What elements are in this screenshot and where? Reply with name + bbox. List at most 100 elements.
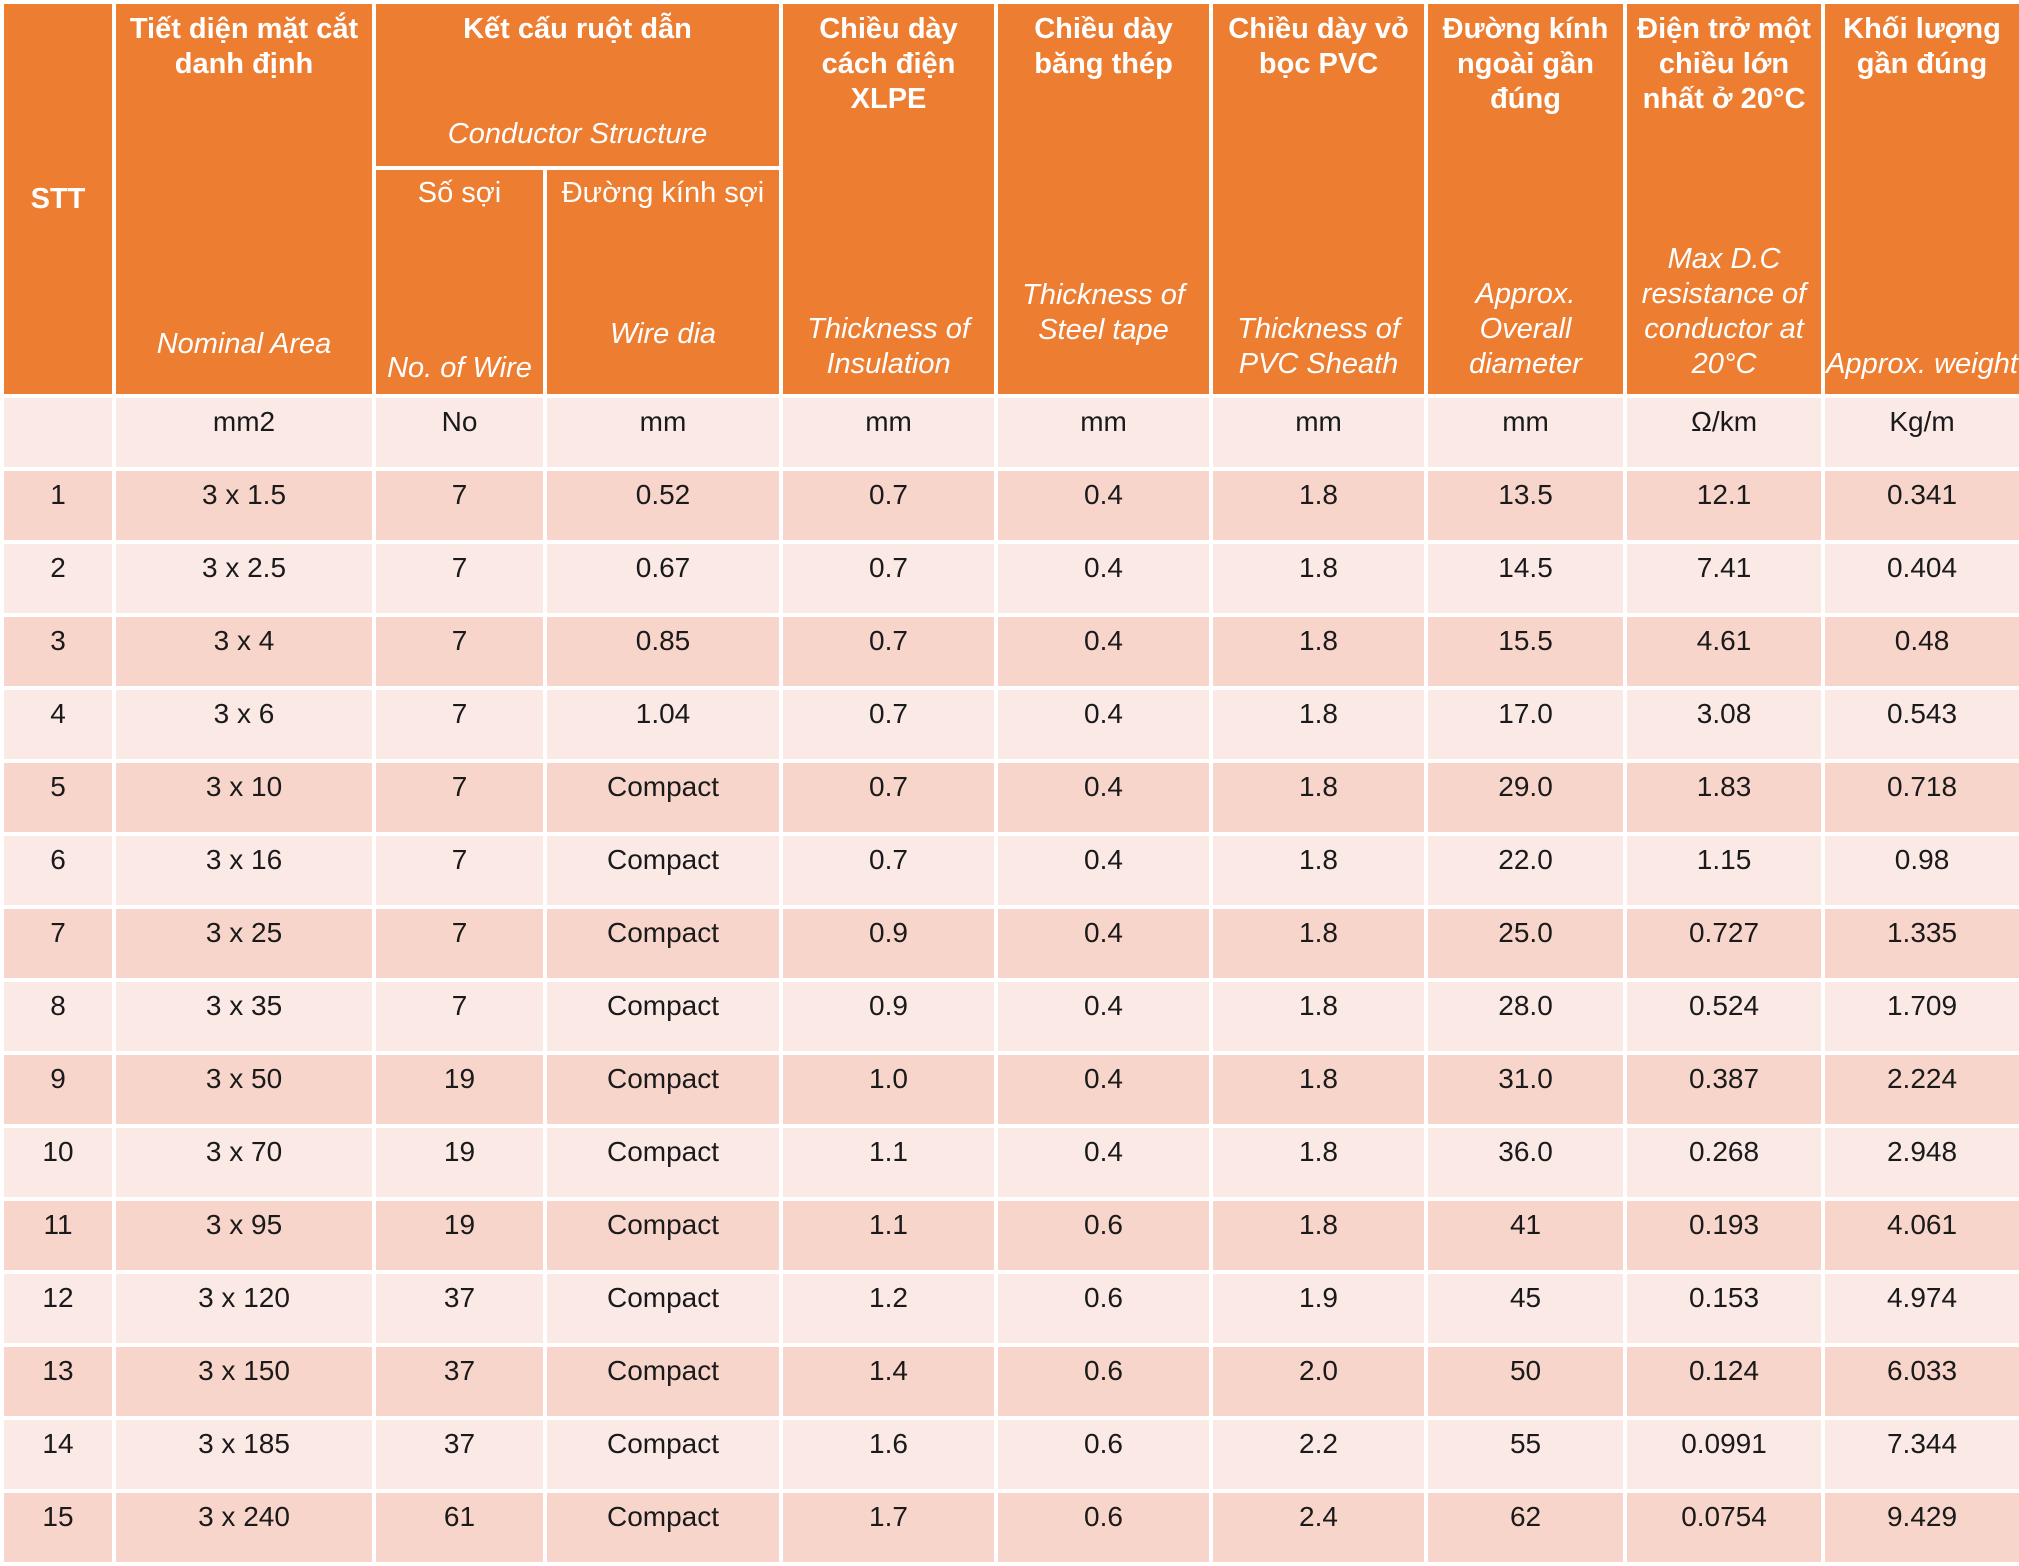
table-cell: 3 x 10 [112, 759, 376, 836]
header-row-2: Số sợi No. of Wire Đường kính sợi Wire d… [2, 166, 2019, 398]
header-overall-diameter: Đường kính ngoài gần đúng Approx. Overal… [1424, 0, 1628, 398]
table-cell: 0.4 [994, 467, 1214, 544]
table-row: 15 3 x 240 61 Compact 1.7 0.6 2.4 62 0.0754 9.429 [0, 1489, 2019, 1566]
table-cell: 7 [372, 540, 547, 617]
table-cell: 1.8 [1209, 686, 1429, 763]
unit-cell: mm [994, 394, 1214, 471]
table-cell: Compact [542, 1416, 784, 1493]
table-cell: 6 [0, 832, 116, 909]
table-cell: 0.7 [779, 540, 999, 617]
table-cell: Compact [542, 978, 784, 1055]
table-cell: 1.335 [1821, 905, 2019, 982]
table-cell: 7.344 [1821, 1416, 2019, 1493]
table-row: 10 3 x 70 19 Compact 1.1 0.4 1.8 36.0 0.268 2.948 [0, 1124, 2019, 1201]
table-cell: 0.0991 [1623, 1416, 1826, 1493]
table-cell: 1.15 [1623, 832, 1826, 909]
table-cell: 0.48 [1821, 613, 2019, 690]
table-cell: 0.4 [994, 905, 1214, 982]
table-cell: 0.124 [1623, 1343, 1826, 1420]
table-cell: 7 [372, 905, 547, 982]
table-cell: 19 [372, 1124, 547, 1201]
table-cell: 1.7 [779, 1489, 999, 1566]
table-cell: 36.0 [1424, 1124, 1628, 1201]
table-cell: Compact [542, 1489, 784, 1566]
table-cell: 62 [1424, 1489, 1628, 1566]
table-cell: 4.61 [1623, 613, 1826, 690]
table-cell: Compact [542, 759, 784, 836]
table-cell: 12 [0, 1270, 116, 1347]
table-row: 11 3 x 95 19 Compact 1.1 0.6 1.8 41 0.193 4.061 [0, 1197, 2019, 1274]
table-cell: 1.8 [1209, 1197, 1429, 1274]
header-steel-tape: Chiều dày băng thép Thickness of Steel t… [994, 0, 1214, 398]
header-num-wire: Số sợi No. of Wire [372, 166, 547, 398]
table-cell: 3 x 25 [112, 905, 376, 982]
table-cell: 1 [0, 467, 116, 544]
table-cell: 0.6 [994, 1416, 1214, 1493]
table-cell: 0.4 [994, 832, 1214, 909]
table-cell: 0.6 [994, 1343, 1214, 1420]
table-cell: 1.8 [1209, 540, 1429, 617]
table-cell: 37 [372, 1343, 547, 1420]
table-cell: 0.524 [1623, 978, 1826, 1055]
table-cell: 3 x 4 [112, 613, 376, 690]
table-row: 13 3 x 150 37 Compact 1.4 0.6 2.0 50 0.124 6.033 [0, 1343, 2019, 1420]
table-cell: 0.7 [779, 759, 999, 836]
table-cell: 3 x 70 [112, 1124, 376, 1201]
table-cell: 12.1 [1623, 467, 1826, 544]
table-cell: 3 x 35 [112, 978, 376, 1055]
table-cell: 0.543 [1821, 686, 2019, 763]
table-cell: 0.98 [1821, 832, 2019, 909]
table-cell: 1.8 [1209, 978, 1429, 1055]
header-resistance: Điện trở một chiều lớn nhất ở 20°C Max D… [1623, 0, 1826, 398]
table-cell: 1.9 [1209, 1270, 1429, 1347]
table-cell: 7 [372, 686, 547, 763]
table-cell: 19 [372, 1197, 547, 1274]
table-cell: 5 [0, 759, 116, 836]
table-cell: 0.9 [779, 905, 999, 982]
table-cell: 0.727 [1623, 905, 1826, 982]
table-cell: 1.8 [1209, 832, 1429, 909]
table-cell: 15 [0, 1489, 116, 1566]
table-cell: Compact [542, 1197, 784, 1274]
table-cell: 17.0 [1424, 686, 1628, 763]
table-cell: Compact [542, 1343, 784, 1420]
table-cell: 2 [0, 540, 116, 617]
table-cell: 0.67 [542, 540, 784, 617]
table-cell: 2.224 [1821, 1051, 2019, 1128]
unit-cell: mm [779, 394, 999, 471]
table-cell: 0.4 [994, 613, 1214, 690]
table-cell: 1.8 [1209, 467, 1429, 544]
table-cell: 1.8 [1209, 905, 1429, 982]
table-cell: 0.6 [994, 1270, 1214, 1347]
table-cell: 15.5 [1424, 613, 1628, 690]
unit-cell [0, 394, 116, 471]
unit-cell: Ω/km [1623, 394, 1826, 471]
table-cell: 10 [0, 1124, 116, 1201]
table-cell: 22.0 [1424, 832, 1628, 909]
table-cell: 7 [372, 832, 547, 909]
header-nominal-area: Tiết diện mặt cắt danh định Nominal Area [112, 0, 376, 398]
table-cell: 0.4 [994, 1124, 1214, 1201]
header-stt: STT [0, 0, 116, 398]
table-cell: 61 [372, 1489, 547, 1566]
table-cell: Compact [542, 832, 784, 909]
table-cell: 0.0754 [1623, 1489, 1826, 1566]
table-cell: 1.1 [779, 1197, 999, 1274]
table-cell: 0.404 [1821, 540, 2019, 617]
table-cell: 3 x 185 [112, 1416, 376, 1493]
table-cell: 0.4 [994, 686, 1214, 763]
table-cell: 0.7 [779, 467, 999, 544]
table-cell: 4.061 [1821, 1197, 2019, 1274]
unit-cell: mm [1209, 394, 1429, 471]
table-cell: 6.033 [1821, 1343, 2019, 1420]
table-cell: 2.2 [1209, 1416, 1429, 1493]
table-cell: 3 x 16 [112, 832, 376, 909]
units-row: mm2 No mm mm mm mm mm Ω/km Kg/m [0, 394, 2019, 471]
table-cell: 25.0 [1424, 905, 1628, 982]
